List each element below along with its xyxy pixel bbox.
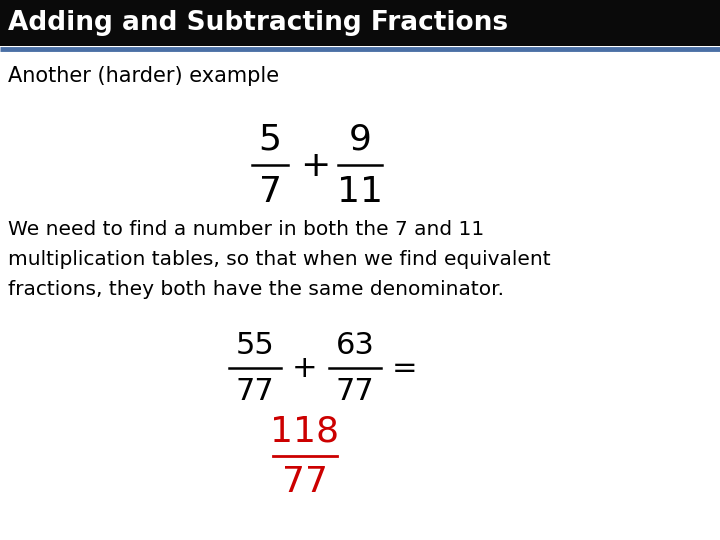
Text: fractions, they both have the same denominator.: fractions, they both have the same denom… — [8, 280, 504, 299]
Text: Adding and Subtracting Fractions: Adding and Subtracting Fractions — [8, 10, 508, 36]
Text: 11: 11 — [337, 175, 383, 209]
Bar — [0, 0, 720, 46]
Text: 55: 55 — [235, 330, 274, 360]
Text: +: + — [292, 354, 318, 383]
Text: 77: 77 — [235, 377, 274, 407]
Text: 118: 118 — [271, 415, 340, 449]
Text: 9: 9 — [348, 123, 372, 157]
Text: Another (harder) example: Another (harder) example — [8, 66, 279, 86]
Text: 7: 7 — [258, 175, 282, 209]
Text: We need to find a number in both the 7 and 11: We need to find a number in both the 7 a… — [8, 220, 485, 239]
Text: +: + — [300, 149, 330, 183]
Text: 63: 63 — [336, 330, 374, 360]
Text: 77: 77 — [336, 377, 374, 407]
Text: multiplication tables, so that when we find equivalent: multiplication tables, so that when we f… — [8, 250, 551, 269]
Text: 5: 5 — [258, 123, 282, 157]
Text: =: = — [392, 354, 418, 383]
Text: 77: 77 — [282, 465, 328, 499]
